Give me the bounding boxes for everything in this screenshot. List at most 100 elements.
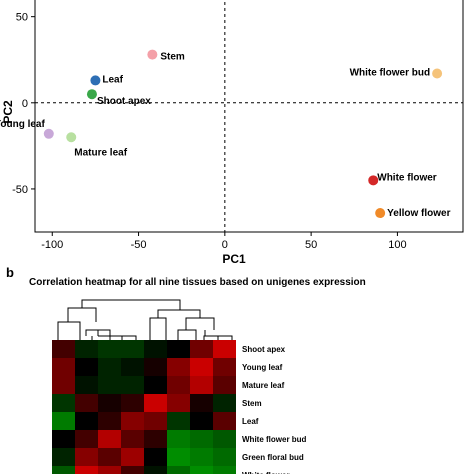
heatmap-cell <box>52 466 75 474</box>
heatmap-cell <box>144 340 167 358</box>
x-tick-label: 50 <box>305 239 317 251</box>
heatmap-cell <box>190 394 213 412</box>
data-point-yellow-flower <box>375 208 386 219</box>
heatmap-cell <box>167 358 190 376</box>
heatmap-cell <box>213 412 236 430</box>
x-axis-title: PC1 <box>222 252 246 266</box>
heatmap-cell <box>98 340 121 358</box>
heatmap-cell <box>213 430 236 448</box>
heatmap-cell <box>121 448 144 466</box>
heatmap-cell <box>75 376 98 394</box>
y-tick-label: 0 <box>22 98 28 110</box>
point-label: White flower bud <box>350 68 431 79</box>
heatmap-cell <box>190 448 213 466</box>
heatmap-title: Correlation heatmap for all nine tissues… <box>29 277 366 288</box>
heatmap-cell <box>121 466 144 474</box>
x-tick-label: 100 <box>388 239 406 251</box>
data-point-mature-leaf <box>66 132 77 143</box>
heatmap-cell <box>144 412 167 430</box>
panel-b-tag: b <box>6 265 14 280</box>
heatmap-cell <box>213 376 236 394</box>
data-point-stem <box>147 49 158 60</box>
x-tick-label: -50 <box>131 239 147 251</box>
point-label: Mature leaf <box>74 147 127 158</box>
heatmap-cell <box>213 340 236 358</box>
y-tick-label: -50 <box>12 184 28 196</box>
correlation-heatmap-panel: b Correlation heatmap for all nine tissu… <box>6 265 366 474</box>
heatmap-cell <box>190 340 213 358</box>
heatmap-cell <box>144 358 167 376</box>
data-point-young-leaf <box>43 128 54 139</box>
data-point-white-flower-bud <box>432 68 443 79</box>
heatmap-row-labels: Shoot apex Young leaf Mature leaf Stem Leaf W… <box>242 345 307 474</box>
heatmap-cell <box>52 340 75 358</box>
heatmap-cell <box>52 412 75 430</box>
heatmap-cell <box>98 430 121 448</box>
heatmap-cell <box>75 430 98 448</box>
y-axis-title: PC2 <box>1 100 15 124</box>
heatmap-cell <box>167 394 190 412</box>
heatmap-cell <box>167 412 190 430</box>
point-label: Leaf <box>102 74 123 85</box>
heatmap-cell <box>144 376 167 394</box>
column-dendrogram-icon <box>57 299 233 342</box>
x-tick-label: -100 <box>41 239 63 251</box>
pca-scatter-plot: -100 -50 0 50 100 50 0 -50 PC1 PC2 Stem Leaf Sho… <box>0 0 464 266</box>
heatmap-cell <box>52 358 75 376</box>
heatmap-row-label: White flower <box>242 471 290 474</box>
heatmap-cell <box>167 448 190 466</box>
reference-lines <box>35 0 463 232</box>
heatmap-cell <box>190 430 213 448</box>
heatmap-cell <box>167 376 190 394</box>
point-label: Shoot apex <box>97 96 151 107</box>
heatmap-cell <box>190 466 213 474</box>
heatmap-cell <box>190 376 213 394</box>
point-label: Young leaf <box>0 119 45 130</box>
heatmap-row-label: Green floral bud <box>242 453 304 462</box>
heatmap-cell <box>75 340 98 358</box>
heatmap-cell <box>52 394 75 412</box>
heatmap-cell <box>98 394 121 412</box>
heatmap-cell <box>213 448 236 466</box>
x-tick-label: 0 <box>222 239 228 251</box>
heatmap-cell <box>121 358 144 376</box>
y-tick-label: 50 <box>16 12 28 24</box>
heatmap-cells <box>52 340 236 474</box>
heatmap-row-label: White flower bud <box>242 435 307 444</box>
heatmap-cell <box>98 358 121 376</box>
heatmap-cell <box>121 376 144 394</box>
data-points: Stem Leaf Shoot apex White flower bud Young … <box>0 49 451 219</box>
heatmap-cell <box>167 340 190 358</box>
heatmap-cell <box>52 430 75 448</box>
heatmap-cell <box>75 358 98 376</box>
heatmap-cell <box>52 376 75 394</box>
heatmap-cell <box>167 466 190 474</box>
heatmap-cell <box>52 448 75 466</box>
heatmap-cell <box>144 430 167 448</box>
heatmap-cell <box>190 358 213 376</box>
data-point-white-flower <box>368 175 379 186</box>
heatmap-cell <box>121 340 144 358</box>
heatmap-cell <box>75 394 98 412</box>
heatmap-row-label: Stem <box>242 399 262 408</box>
heatmap-cell <box>98 466 121 474</box>
heatmap-cell <box>213 358 236 376</box>
heatmap-cell <box>98 448 121 466</box>
heatmap-row-label: Shoot apex <box>242 345 286 354</box>
data-point-leaf <box>90 75 101 86</box>
heatmap-cell <box>213 466 236 474</box>
scatter-plot-frame <box>34 0 464 233</box>
heatmap-cell <box>98 376 121 394</box>
heatmap-cell <box>144 394 167 412</box>
heatmap-cell <box>213 394 236 412</box>
heatmap-cell <box>190 412 213 430</box>
heatmap-cell <box>98 412 121 430</box>
heatmap-cell <box>75 448 98 466</box>
point-label: White flower <box>377 172 437 183</box>
x-axis-ticks: -100 -50 0 50 100 <box>41 232 407 251</box>
point-label: Yellow flower <box>387 208 450 219</box>
point-label: Stem <box>160 52 185 63</box>
heatmap-cell <box>121 394 144 412</box>
heatmap-cell <box>75 466 98 474</box>
